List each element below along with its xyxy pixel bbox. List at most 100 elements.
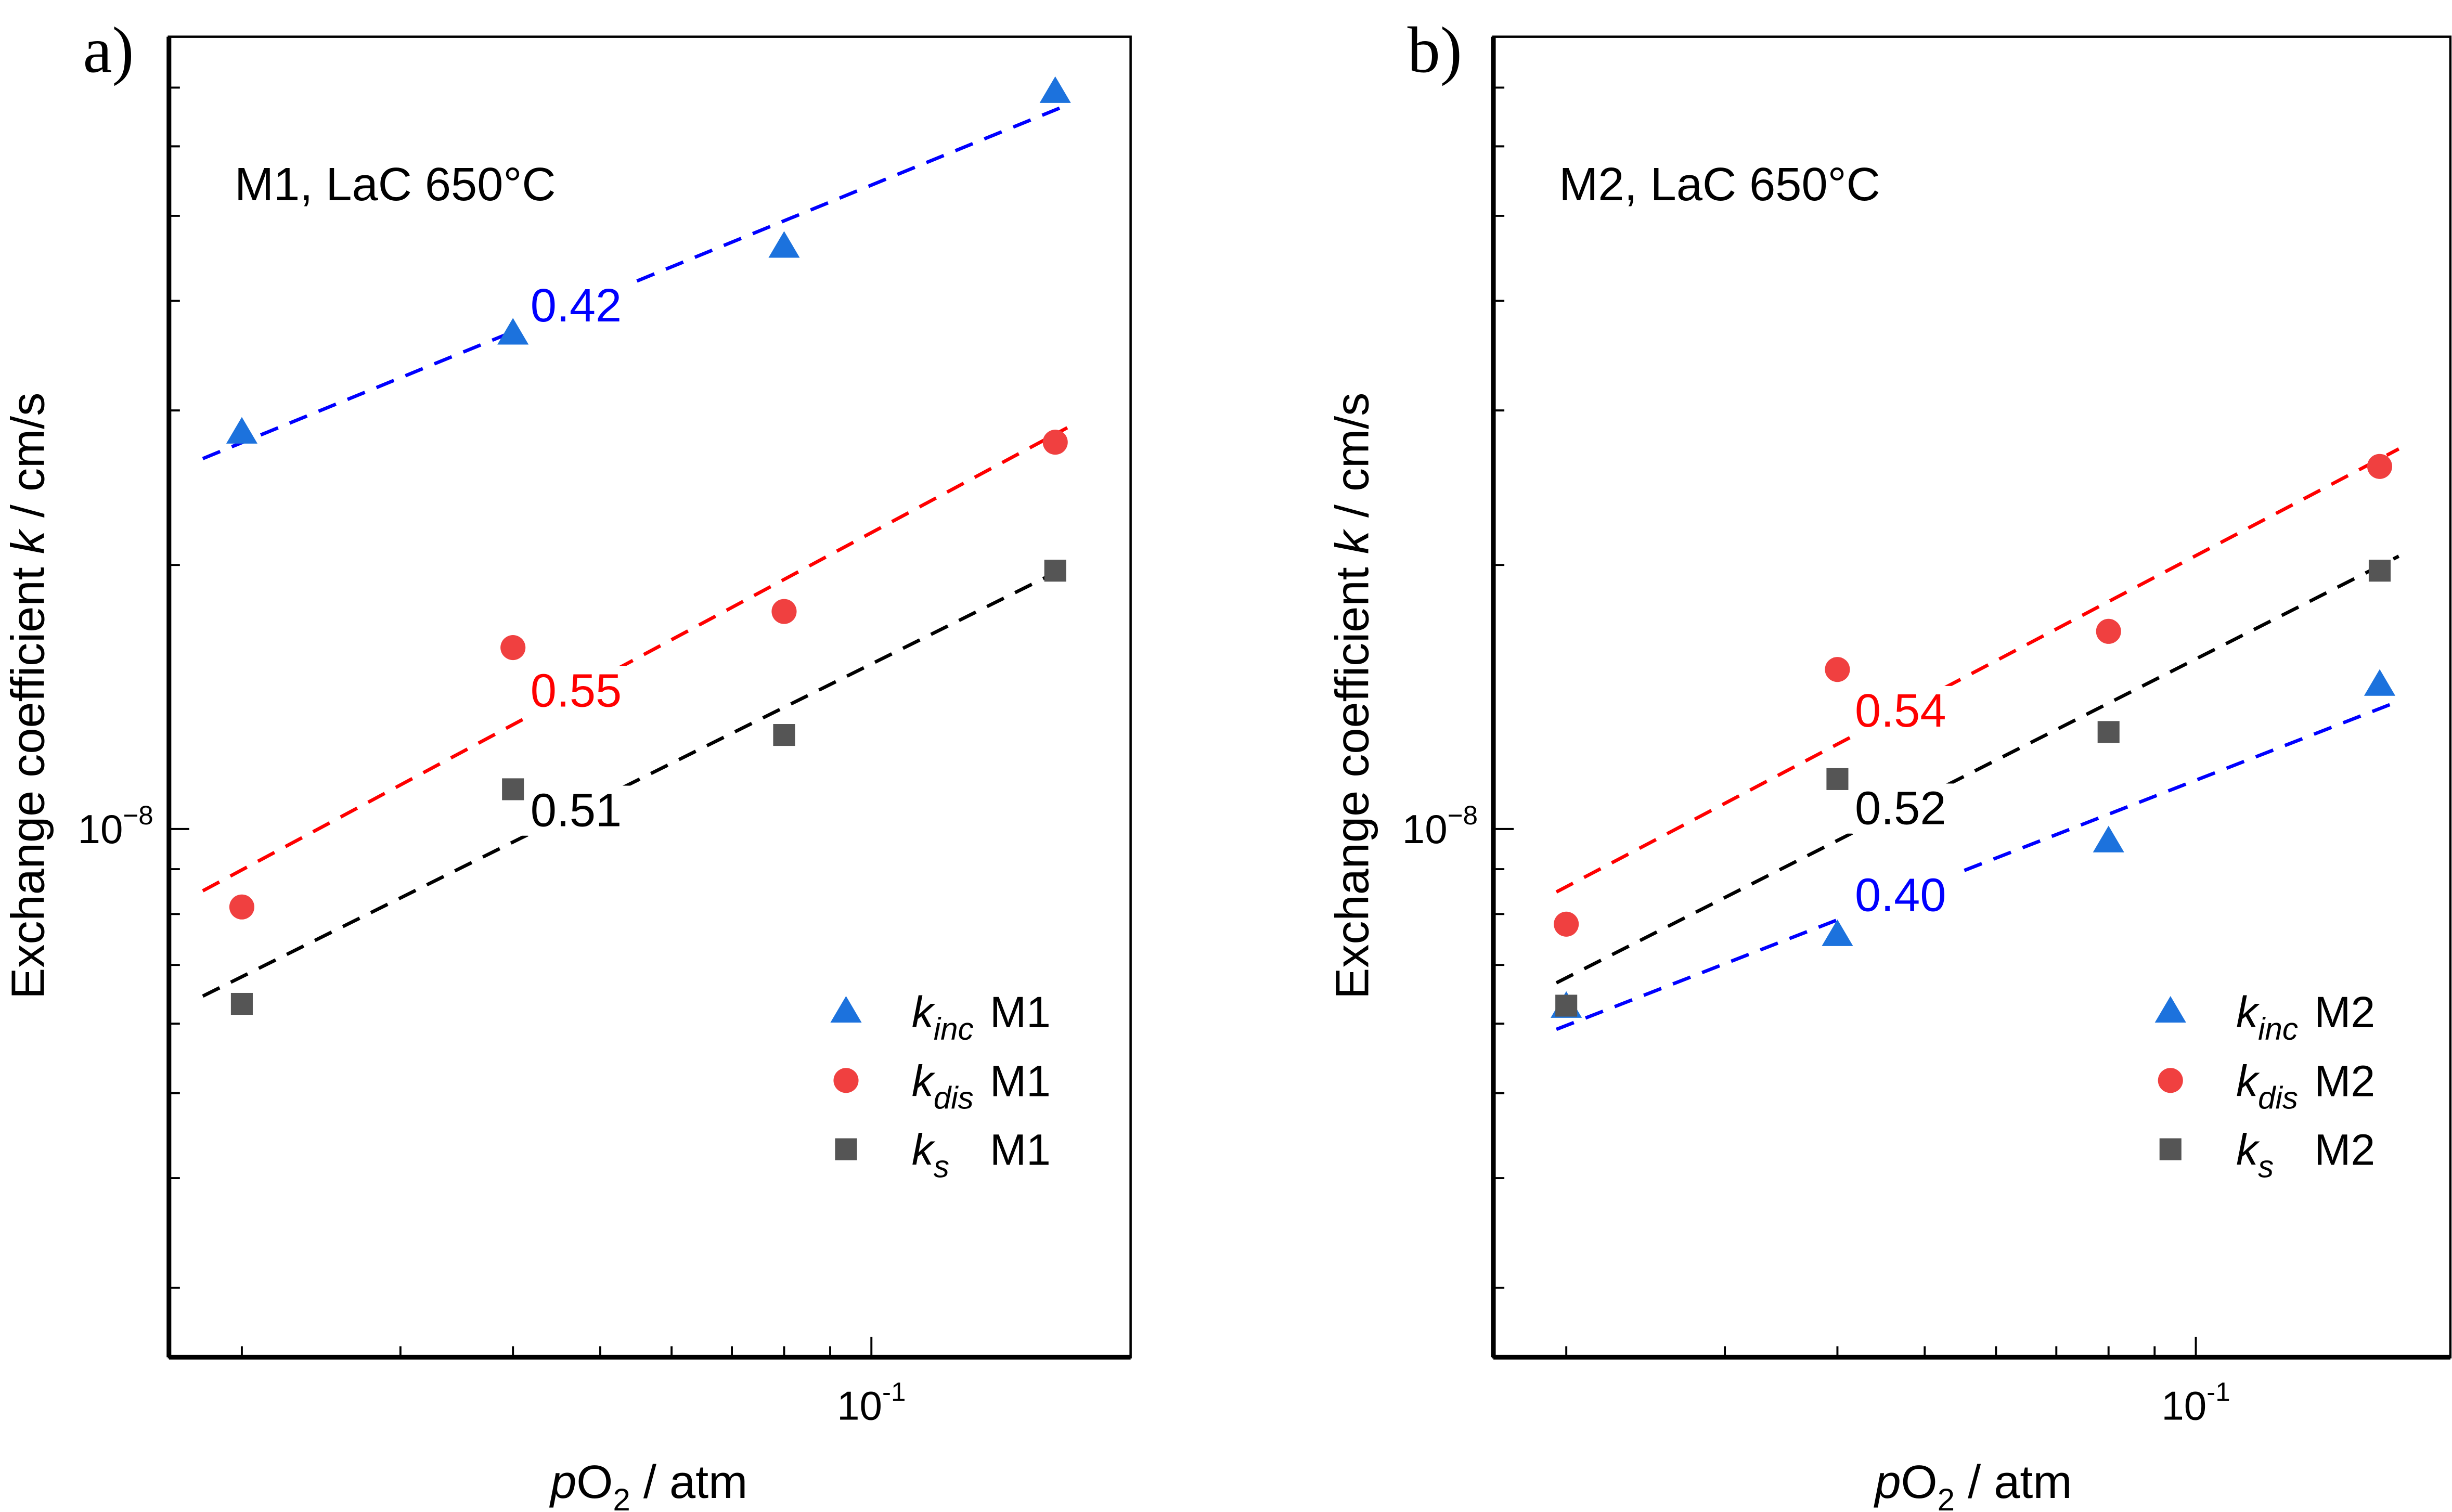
fit-line-dis bbox=[202, 426, 1068, 893]
fit-slope-label-s: 0.52 bbox=[1855, 782, 1946, 835]
panel-label: b) bbox=[1408, 14, 1462, 86]
fit-label-background bbox=[1844, 783, 1957, 834]
fit-label-background bbox=[520, 281, 633, 331]
series-inc bbox=[226, 76, 1071, 444]
text-part: / cm/s bbox=[2, 393, 54, 531]
data-point-dis bbox=[229, 894, 254, 920]
text-part: p bbox=[549, 1456, 576, 1508]
text-part: M1 bbox=[990, 1126, 1051, 1174]
data-point-inc bbox=[1822, 919, 1853, 946]
data-point-s bbox=[1044, 560, 1066, 582]
data-point-s bbox=[1555, 994, 1578, 1017]
text-part: k bbox=[2236, 988, 2260, 1037]
text-part: k bbox=[912, 1126, 936, 1174]
text-part: 2 bbox=[613, 1482, 630, 1512]
legend-entry-dis: kdis M1 bbox=[912, 1056, 1051, 1115]
text-part: k bbox=[2236, 1126, 2260, 1174]
fit-label-background bbox=[1844, 686, 1957, 736]
fit-lines bbox=[1555, 447, 2400, 1031]
data-point-dis bbox=[2096, 618, 2121, 644]
fit-slope-label-dis: 0.54 bbox=[1855, 684, 1946, 737]
legend-marker-inc bbox=[830, 996, 862, 1023]
data-point-dis bbox=[1042, 430, 1068, 455]
tick-base: 10 bbox=[837, 1383, 882, 1429]
x-axis-label: pO2 / atm bbox=[1873, 1456, 2072, 1512]
text-part: M2 bbox=[2314, 988, 2375, 1037]
data-point-s bbox=[502, 778, 524, 800]
text-part: / cm/s bbox=[1326, 393, 1379, 531]
fit-line-s bbox=[202, 565, 1068, 998]
data-point-dis bbox=[771, 599, 797, 624]
fit-line-s bbox=[1555, 554, 2400, 985]
panel-label: a) bbox=[83, 14, 134, 86]
fit-slope-label-dis: 0.55 bbox=[531, 664, 622, 717]
fit-label-background bbox=[1844, 870, 1957, 921]
data-point-dis bbox=[500, 635, 526, 661]
data-point-dis bbox=[2367, 454, 2393, 479]
legend-marker-dis bbox=[2158, 1068, 2183, 1093]
data-point-inc bbox=[497, 318, 529, 345]
text-part: M1 bbox=[990, 1056, 1051, 1105]
text-part: O bbox=[1901, 1456, 1938, 1508]
data-point-inc bbox=[2364, 669, 2396, 696]
data-point-s bbox=[2097, 721, 2120, 743]
series-dis bbox=[229, 430, 1068, 920]
legend-marker-s bbox=[2159, 1138, 2182, 1160]
text-part: inc bbox=[2258, 1012, 2298, 1046]
text-part: inc bbox=[934, 1012, 974, 1046]
text-part: M1 bbox=[990, 988, 1051, 1037]
x-axis-label: pO2 / atm bbox=[549, 1456, 747, 1512]
tick-base: 10 bbox=[2161, 1383, 2206, 1429]
series-s bbox=[230, 560, 1066, 1015]
panel-a: 10-110 −8 pO2 / atm Exchange coefficient k … bbox=[2, 14, 1132, 1512]
tick-exponent: −8 bbox=[1448, 800, 1478, 830]
text-part: M2 bbox=[2314, 1056, 2375, 1105]
text-part: Exchange coefficient bbox=[1326, 554, 1379, 999]
y-axis-label: Exchange coefficient k / cm/s bbox=[2, 393, 54, 999]
legend-marker-dis bbox=[833, 1068, 859, 1093]
text-part: k bbox=[912, 1056, 936, 1105]
text-part: k bbox=[912, 988, 936, 1037]
data-point-dis bbox=[1554, 911, 1579, 937]
data-point-inc bbox=[226, 417, 257, 444]
panel-title: M1, LaC 650°C bbox=[235, 158, 556, 211]
legend-entry-inc: kinc M1 bbox=[912, 988, 1051, 1046]
fit-slope-label-inc: 0.40 bbox=[1855, 869, 1946, 921]
data-point-inc bbox=[1039, 76, 1071, 103]
fit-slope-label-s: 0.51 bbox=[531, 784, 622, 837]
text-part: / atm bbox=[1955, 1456, 2072, 1508]
x-tick-label: 10-1 bbox=[2161, 1377, 2230, 1429]
fit-slope-label-inc: 0.42 bbox=[531, 279, 622, 332]
y-axis-label: Exchange coefficient k / cm/s bbox=[1326, 393, 1379, 999]
y-tick-label: 10−8 bbox=[1402, 800, 1478, 852]
fit-line-dis bbox=[1555, 447, 2400, 894]
tick-base: 10 bbox=[1402, 806, 1448, 852]
plot-frame bbox=[167, 35, 1132, 1359]
text-part: dis bbox=[934, 1080, 974, 1115]
legend-entry-dis: kdis M2 bbox=[2236, 1056, 2375, 1115]
panel-title: M2, LaC 650°C bbox=[1559, 158, 1880, 211]
text-part: 2 bbox=[1938, 1482, 1955, 1512]
fit-lines bbox=[202, 103, 1068, 998]
data-point-inc bbox=[2093, 825, 2124, 852]
legend-marker-s bbox=[835, 1138, 857, 1160]
legend-marker-inc bbox=[2154, 996, 2186, 1023]
series-dis bbox=[1554, 454, 2393, 937]
text-part: Exchange coefficient bbox=[2, 554, 54, 999]
text-part: p bbox=[1873, 1456, 1901, 1508]
text-part: dis bbox=[2258, 1080, 2298, 1115]
data-point-inc bbox=[768, 231, 800, 258]
plot-frame bbox=[1492, 35, 2452, 1359]
text-part: M2 bbox=[2314, 1126, 2375, 1174]
x-tick-label: 10-1 bbox=[837, 1377, 906, 1429]
tick-exponent: -1 bbox=[882, 1377, 906, 1407]
text-part: s bbox=[2258, 1149, 2274, 1184]
data-point-s bbox=[2368, 560, 2391, 582]
fit-line-inc bbox=[1555, 699, 2399, 1031]
tick-exponent: −8 bbox=[123, 800, 153, 830]
fit-label-background bbox=[520, 785, 633, 836]
